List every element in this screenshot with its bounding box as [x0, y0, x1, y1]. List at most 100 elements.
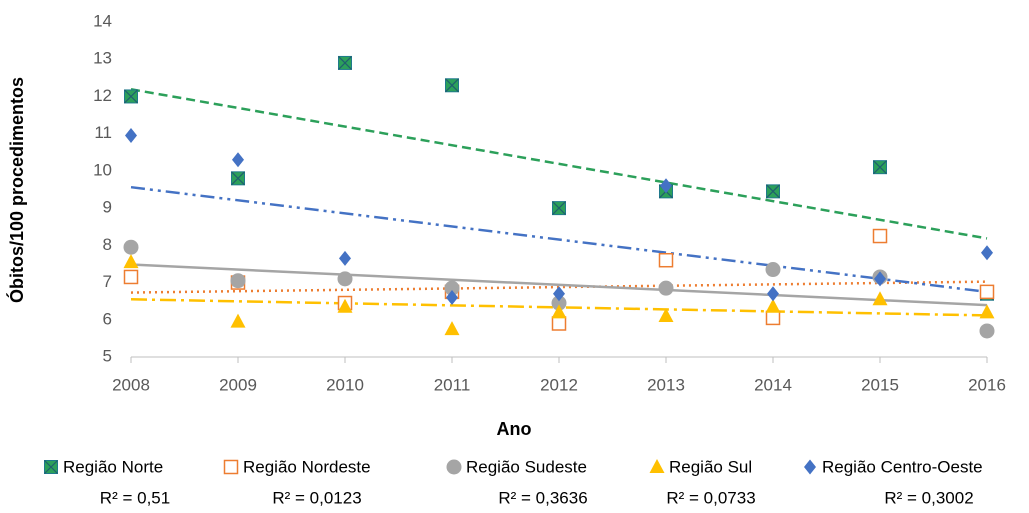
- point: [444, 280, 460, 296]
- point: [552, 201, 566, 216]
- legend-item: Região Nordeste: [223, 457, 371, 476]
- marker-cross: [231, 171, 245, 186]
- legend-label: Região Centro-Oeste: [822, 457, 983, 476]
- legend-label: Região Norte: [63, 457, 163, 476]
- marker-shape: [123, 239, 139, 255]
- legend-item: Região Norte: [44, 457, 163, 476]
- marker-shape: [232, 152, 244, 168]
- point: [872, 228, 888, 244]
- point: [124, 89, 138, 104]
- point: [44, 460, 58, 474]
- point: [223, 459, 239, 475]
- point: [231, 171, 245, 186]
- point: [804, 459, 816, 475]
- marker-shape: [337, 298, 353, 313]
- marker-shape: [872, 291, 888, 306]
- marker-shape: [979, 323, 995, 339]
- point: [551, 316, 567, 331]
- marker-shape: [658, 252, 674, 268]
- point: [123, 269, 139, 285]
- marker-cross: [552, 201, 566, 216]
- point: [123, 254, 139, 269]
- point: [649, 459, 665, 473]
- marker-cross: [338, 56, 352, 70]
- point: [338, 55, 352, 70]
- marker-shape: [660, 178, 672, 194]
- point: [230, 313, 246, 328]
- point: [551, 295, 567, 311]
- point: [446, 459, 462, 475]
- marker-shape: [223, 459, 239, 475]
- marker-shape: [765, 262, 781, 278]
- marker-shape: [804, 459, 816, 475]
- point: [765, 310, 781, 326]
- point: [337, 298, 353, 313]
- marker-shape: [981, 245, 993, 261]
- x-tick-label: 2011: [434, 375, 471, 394]
- marker-shape: [551, 295, 567, 311]
- y-tick-label: 6: [103, 309, 112, 328]
- x-tick-label: 2015: [861, 375, 899, 394]
- marker-shape: [767, 286, 779, 302]
- marker-shape: [872, 228, 888, 244]
- point: [873, 160, 887, 175]
- x-tick-label: 2010: [326, 375, 364, 394]
- y-tick-label: 14: [93, 11, 112, 30]
- point: [872, 291, 888, 306]
- marker-shape: [553, 286, 565, 302]
- marker-cross: [44, 460, 58, 474]
- y-tick-label: 9: [103, 198, 112, 217]
- point: [553, 286, 565, 302]
- point: [337, 271, 353, 287]
- r2-label: R² = 0,3002: [884, 488, 973, 507]
- marker-shape: [123, 269, 139, 285]
- x-tick-label: 2009: [219, 375, 257, 394]
- y-tick-label: 13: [93, 49, 112, 68]
- r2-label: R² = 0,51: [100, 488, 170, 507]
- y-tick-label: 10: [93, 160, 112, 179]
- point: [658, 280, 674, 296]
- legend-item: Região Sul: [649, 457, 752, 476]
- x-tick-label: 2014: [754, 375, 792, 394]
- legend-item: Região Centro-Oeste: [804, 457, 983, 476]
- x-axis-title: Ano: [497, 419, 532, 439]
- point: [446, 289, 458, 305]
- marker-shape: [339, 250, 351, 266]
- marker-shape: [551, 316, 567, 331]
- marker-cross: [445, 78, 459, 93]
- x-tick-label: 2012: [540, 375, 578, 394]
- point: [444, 321, 460, 336]
- x-tick-label: 2008: [112, 375, 150, 394]
- y-axis-title: Óbitos/100 procedimentos: [6, 77, 27, 303]
- point: [765, 298, 781, 313]
- marker-shape: [444, 280, 460, 296]
- legend-label: Região Sudeste: [466, 457, 587, 476]
- y-tick-label: 11: [94, 123, 112, 142]
- trendline: [130, 185, 988, 294]
- marker-shape: [874, 271, 886, 287]
- point: [339, 250, 351, 266]
- point: [445, 78, 459, 93]
- point: [232, 152, 244, 168]
- x-tick-label: 2016: [968, 375, 1006, 394]
- point: [123, 239, 139, 255]
- marker-shape: [125, 128, 137, 144]
- point: [125, 128, 137, 144]
- point: [551, 304, 567, 319]
- x-tick-label: 2013: [647, 375, 685, 394]
- y-tick-label: 5: [103, 346, 112, 365]
- marker-shape: [979, 304, 995, 319]
- y-tick-label: 7: [103, 272, 112, 291]
- r2-label: R² = 0,0733: [666, 488, 755, 507]
- point: [979, 323, 995, 339]
- point: [658, 308, 674, 323]
- marker-shape: [446, 459, 462, 475]
- point: [767, 286, 779, 302]
- marker-shape: [658, 280, 674, 296]
- marker-shape: [765, 310, 781, 326]
- marker-shape: [551, 304, 567, 319]
- point: [765, 262, 781, 278]
- point: [874, 271, 886, 287]
- y-tick-label: 12: [93, 86, 112, 105]
- marker-shape: [123, 254, 139, 269]
